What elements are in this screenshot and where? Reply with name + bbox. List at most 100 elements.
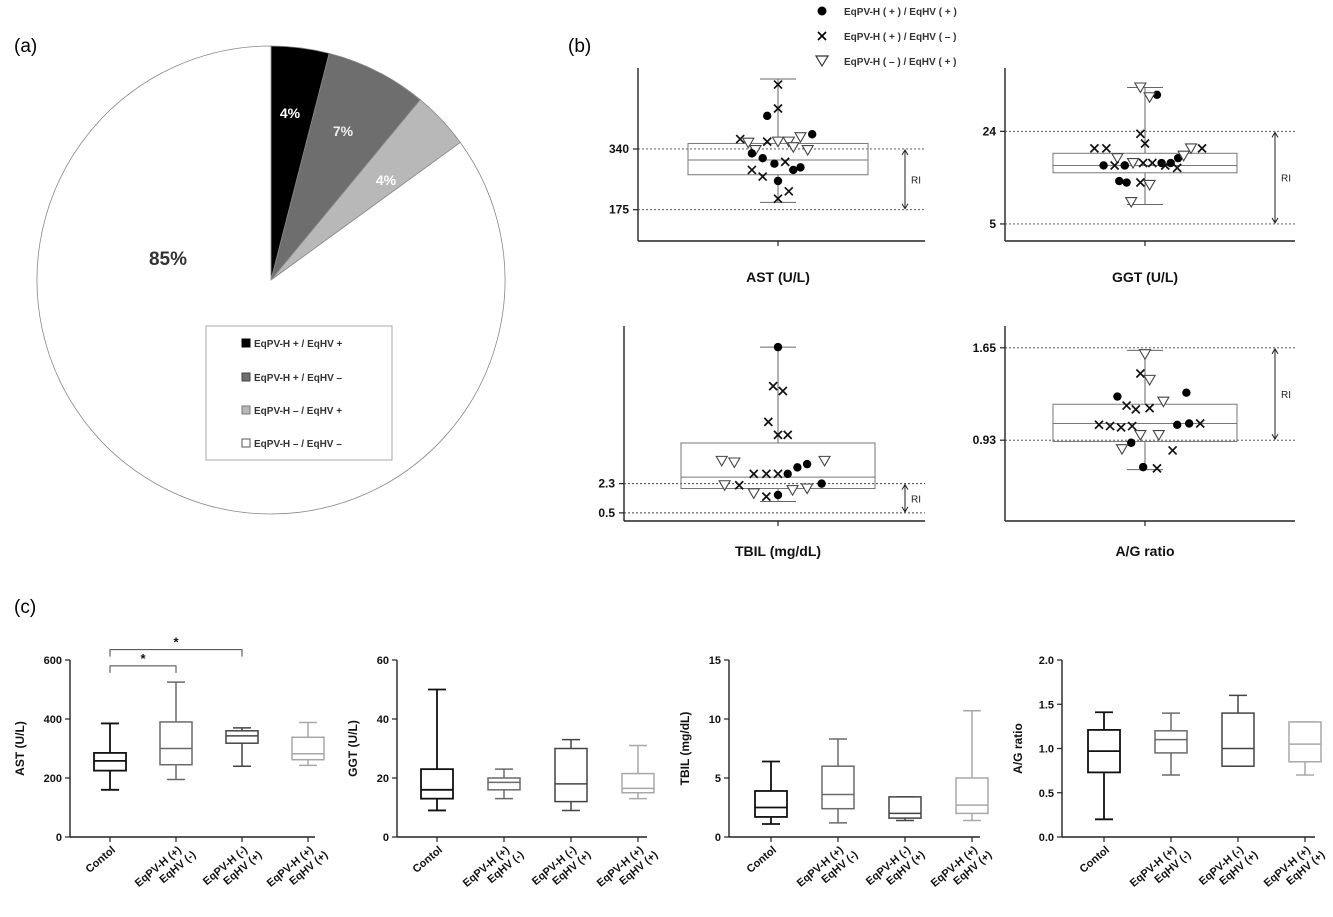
point-triangle bbox=[782, 136, 796, 148]
point-triangle bbox=[715, 455, 729, 467]
point-dot bbox=[758, 153, 767, 163]
y-axis-label: TBIL (mg/dL) bbox=[678, 712, 692, 786]
boxplot-tbil: 0 5 10 15 TBIL (mg/dL) Contol EqPV-H (+)EqHV (… bbox=[678, 655, 995, 898]
x-tick-label: EqPV-H (+)EqHV (-) bbox=[1128, 839, 1194, 900]
pie-legend-label-4: EqPV-H – / EqHV – bbox=[254, 439, 342, 450]
x-tick-label: EqPV-H (-)EqHV (+) bbox=[864, 839, 928, 898]
y-tick-label: 0 bbox=[383, 832, 389, 844]
iqr-box bbox=[420, 768, 454, 800]
point-cross bbox=[1172, 163, 1182, 173]
y-tick-label: 0 bbox=[56, 832, 62, 844]
point-cross bbox=[734, 480, 744, 490]
x-tick-label: EqPV-H (-)EqHV (+) bbox=[201, 839, 265, 898]
pie-legend: EqPV-H + / EqHV + EqPV-H + / EqHV – EqPV… bbox=[205, 325, 393, 461]
x-tick-label: Contol bbox=[745, 844, 779, 876]
y-tick-label: 1.0 bbox=[1039, 744, 1054, 756]
point-triangle bbox=[786, 485, 800, 497]
point-triangle bbox=[1138, 349, 1152, 361]
point-cross bbox=[773, 469, 783, 479]
legend-dot-marker bbox=[817, 6, 827, 16]
point-triangle bbox=[741, 137, 755, 149]
ri-arrow-head bbox=[901, 483, 909, 490]
point-cross bbox=[761, 469, 771, 479]
scatter-legend-label-2: EqPV-H ( + ) / EqHV ( – ) bbox=[844, 32, 957, 43]
iqr-box bbox=[1052, 152, 1238, 174]
significance-bracket bbox=[109, 665, 177, 673]
pie-legend-swatch-4 bbox=[241, 438, 251, 448]
point-cross bbox=[1116, 422, 1126, 432]
panel-label-a: (a) bbox=[14, 36, 37, 57]
point-cross bbox=[735, 134, 745, 144]
y-axis-label: A/G ratio bbox=[1011, 723, 1025, 774]
point-cross bbox=[1135, 129, 1146, 139]
y-tick-label: 0.93 bbox=[973, 433, 997, 447]
y-tick-label: 15 bbox=[709, 655, 721, 667]
pie-slice-label: 85% bbox=[149, 249, 187, 270]
point-cross bbox=[773, 194, 783, 204]
point-dot bbox=[773, 490, 783, 500]
point-triangle bbox=[1115, 444, 1129, 456]
y-axis-label: AST (U/L) bbox=[13, 721, 27, 776]
ri-arrow-head bbox=[901, 506, 909, 513]
iqr-box bbox=[291, 736, 325, 761]
y-tick-label: 0.5 bbox=[1039, 788, 1054, 800]
point-cross bbox=[749, 469, 759, 479]
iqr-box bbox=[554, 747, 588, 803]
boxplot-ag-ratio: 0.0 0.5 1.0 1.5 2.0 A/G ratio Contol EqPV-H (+)… bbox=[1011, 655, 1328, 900]
y-tick-label: 40 bbox=[377, 714, 389, 726]
point-cross bbox=[747, 165, 757, 175]
point-cross bbox=[1197, 143, 1207, 154]
point-triangle bbox=[727, 457, 741, 469]
iqr-box bbox=[888, 796, 922, 819]
boxplot-ggt: 0 20 40 60 GGT (U/L) Contol EqPV-H (+)EqHV (-)… bbox=[346, 655, 661, 890]
ri-arrow-head bbox=[1271, 131, 1279, 138]
point-dot bbox=[1127, 438, 1136, 447]
point-cross bbox=[761, 492, 771, 502]
point-cross bbox=[758, 171, 768, 182]
iqr-box bbox=[225, 730, 259, 744]
x-tick-label: EqPV-H (+)EqHV (-) bbox=[133, 839, 199, 900]
scatter-legend-label-1: EqPV-H ( + ) / EqHV ( + ) bbox=[844, 7, 957, 18]
pie-legend-swatch-2 bbox=[241, 372, 251, 382]
point-cross bbox=[1144, 403, 1155, 413]
x-tick-label: EqPV-H (-)EqHV (+) bbox=[1197, 839, 1261, 898]
ri-arrow-head bbox=[1271, 217, 1279, 224]
point-dot bbox=[1182, 388, 1191, 397]
panel-label-b: (b) bbox=[568, 36, 591, 57]
point-dot bbox=[1113, 392, 1122, 401]
scatter-legend-label-3: EqPV-H ( – ) / EqHV ( + ) bbox=[844, 57, 957, 68]
iqr-box bbox=[1288, 721, 1322, 763]
point-cross bbox=[763, 417, 773, 427]
point-triangle bbox=[786, 142, 800, 154]
significance-bracket bbox=[109, 649, 243, 657]
point-cross bbox=[778, 386, 788, 396]
ri-label: RI bbox=[911, 494, 921, 505]
y-tick-label: 2.0 bbox=[1039, 655, 1054, 667]
point-dot bbox=[817, 479, 826, 488]
pie-legend-swatch-3 bbox=[241, 405, 251, 415]
iqr-box bbox=[1221, 712, 1255, 767]
point-triangle bbox=[800, 483, 814, 495]
point-dot bbox=[747, 149, 757, 158]
point-dot bbox=[802, 459, 812, 469]
point-dot bbox=[808, 130, 817, 139]
y-tick-label: 5 bbox=[989, 217, 996, 231]
point-cross bbox=[1131, 404, 1141, 414]
y-tick-label: 1.5 bbox=[1039, 699, 1054, 711]
pie-slice-label: 4% bbox=[280, 105, 301, 121]
y-tick-label: 200 bbox=[44, 773, 62, 785]
point-cross bbox=[1101, 143, 1111, 154]
pie-legend-swatch-1 bbox=[241, 338, 251, 348]
point-dot bbox=[1157, 158, 1166, 168]
point-cross bbox=[1152, 463, 1162, 474]
point-triangle bbox=[1143, 179, 1157, 192]
point-cross bbox=[762, 137, 772, 147]
y-tick-label: 600 bbox=[44, 655, 62, 667]
iqr-box bbox=[955, 777, 989, 815]
point-triangle bbox=[1124, 196, 1138, 209]
ri-arrow-head bbox=[901, 149, 909, 156]
point-dot bbox=[1173, 420, 1182, 429]
point-cross bbox=[1105, 421, 1115, 431]
ri-arrow-head bbox=[901, 203, 909, 210]
